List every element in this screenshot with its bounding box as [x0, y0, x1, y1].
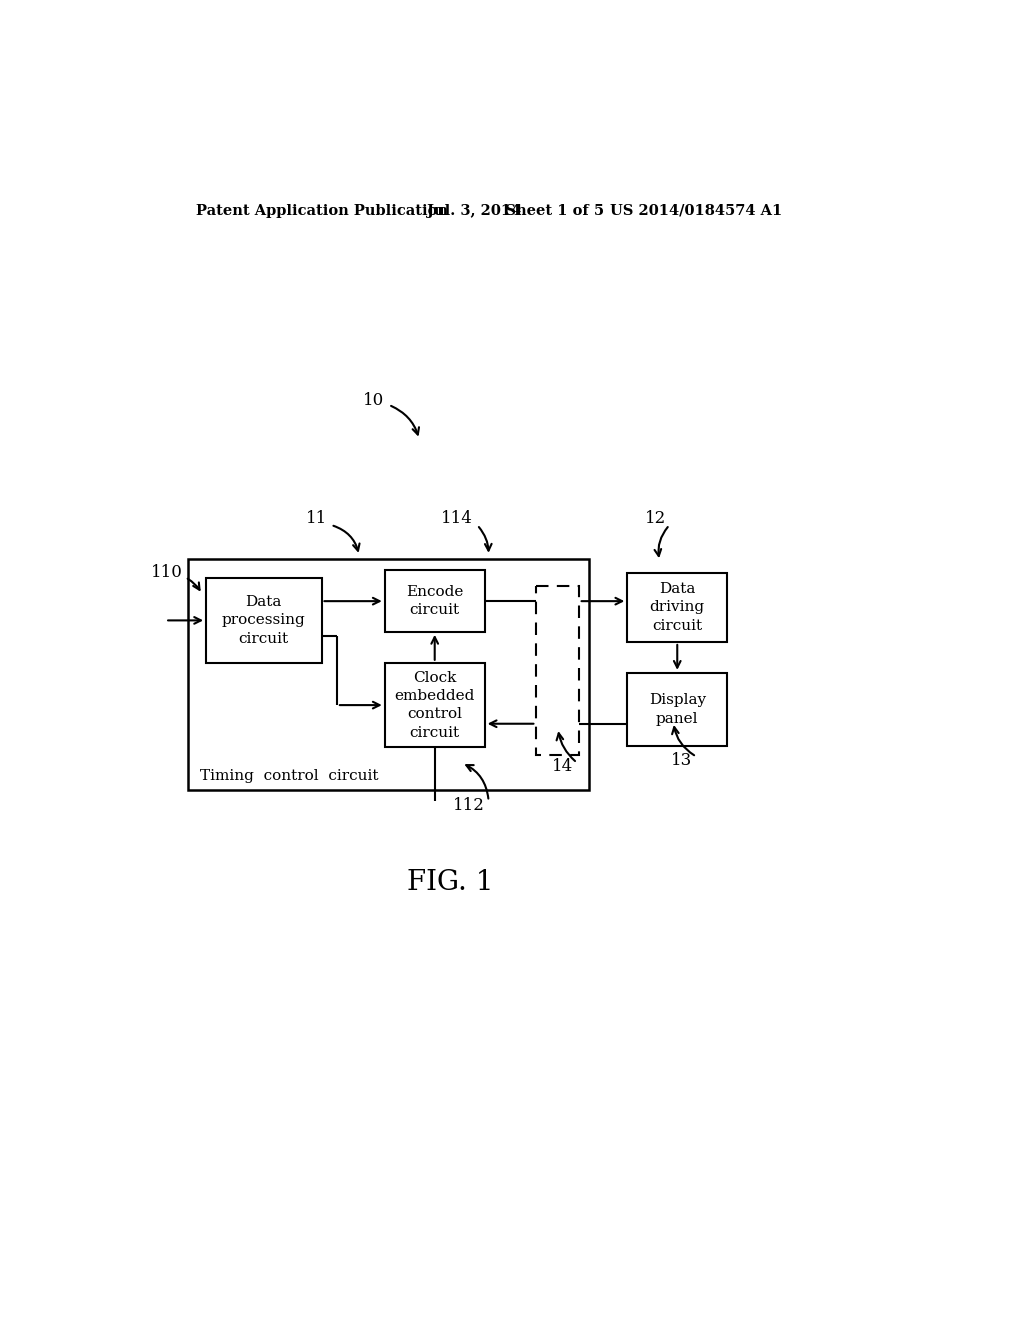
- Text: 114: 114: [441, 511, 473, 527]
- Text: 13: 13: [672, 752, 692, 770]
- FancyArrowPatch shape: [479, 527, 492, 550]
- Text: Data
processing
circuit: Data processing circuit: [222, 595, 305, 645]
- FancyArrowPatch shape: [466, 766, 488, 799]
- Bar: [385, 570, 484, 632]
- Text: 14: 14: [552, 758, 573, 775]
- FancyArrowPatch shape: [654, 527, 668, 556]
- FancyArrowPatch shape: [557, 733, 575, 762]
- Text: 112: 112: [453, 797, 484, 813]
- Text: Jul. 3, 2014: Jul. 3, 2014: [427, 203, 521, 218]
- Text: 11: 11: [305, 511, 327, 527]
- Text: Encode
circuit: Encode circuit: [407, 585, 464, 618]
- Text: Timing  control  circuit: Timing control circuit: [200, 770, 378, 783]
- Text: US 2014/0184574 A1: US 2014/0184574 A1: [610, 203, 782, 218]
- Text: Data
driving
circuit: Data driving circuit: [649, 582, 705, 632]
- Bar: [206, 578, 322, 663]
- Bar: [188, 558, 589, 789]
- Text: Clock
embedded
control
circuit: Clock embedded control circuit: [394, 671, 475, 739]
- FancyArrowPatch shape: [187, 578, 200, 590]
- Bar: [628, 573, 727, 642]
- Text: 10: 10: [364, 392, 385, 409]
- FancyArrowPatch shape: [672, 727, 694, 755]
- Text: 12: 12: [644, 511, 666, 527]
- FancyArrowPatch shape: [391, 405, 419, 434]
- Text: 110: 110: [152, 564, 183, 581]
- Text: Display
panel: Display panel: [648, 693, 706, 726]
- Bar: [385, 663, 484, 747]
- Bar: [537, 586, 579, 755]
- Bar: [628, 673, 727, 746]
- FancyArrowPatch shape: [334, 525, 359, 550]
- Text: Sheet 1 of 5: Sheet 1 of 5: [490, 203, 604, 218]
- Text: Patent Application Publication: Patent Application Publication: [196, 203, 449, 218]
- Text: FIG. 1: FIG. 1: [407, 869, 494, 896]
